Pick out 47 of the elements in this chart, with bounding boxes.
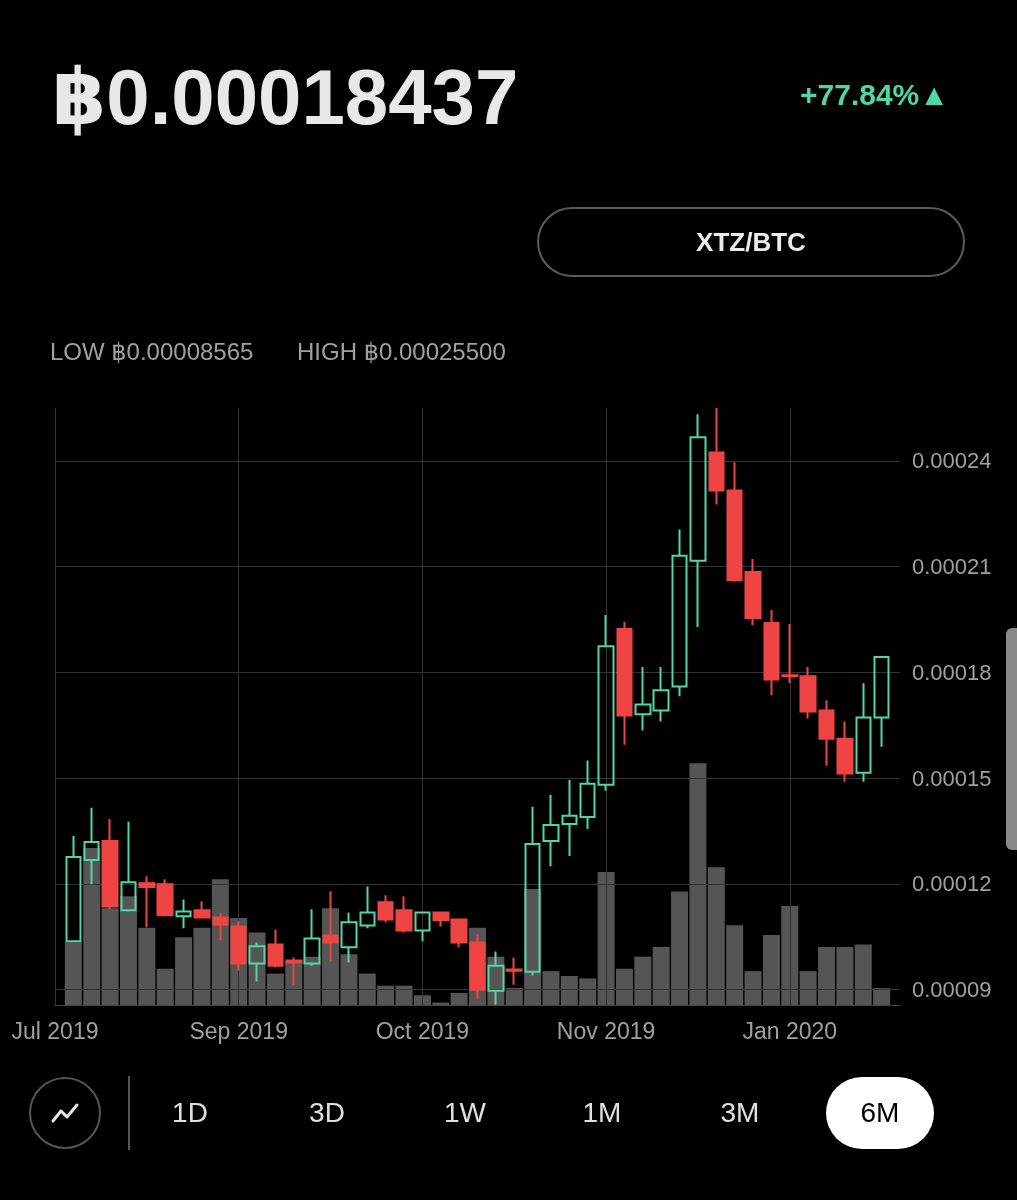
candlestick	[763, 609, 780, 697]
text: 1D	[171, 1096, 209, 1130]
candlestick	[561, 778, 578, 858]
text: +77.84%▲	[800, 78, 949, 112]
text: 3M	[719, 1096, 761, 1130]
candlestick	[579, 759, 596, 830]
x-tick-label: Jan 2020	[742, 1017, 838, 1044]
chart-title: ฿0.00018437	[52, 52, 519, 143]
text: HIGH ฿0.00025500	[297, 338, 506, 366]
y-tick-label: 0.00024	[912, 448, 992, 474]
candlestick	[855, 682, 872, 783]
y-tick-label: 0.00018	[912, 659, 992, 685]
x-tick-label: Oct 2019	[375, 1017, 470, 1044]
text: LOW ฿0.00008565	[50, 338, 254, 366]
candlestick	[708, 407, 725, 506]
candlestick	[65, 834, 82, 943]
candlestick	[377, 894, 394, 924]
text: XTZ/BTC	[537, 207, 965, 277]
candlestick	[359, 885, 376, 930]
candlestick	[873, 655, 890, 748]
candlestick	[836, 720, 854, 783]
text: 6M	[826, 1077, 934, 1149]
x-tick-label: Nov 2019	[556, 1017, 656, 1044]
candlestick	[818, 699, 835, 767]
y-tick-label: 0.00009	[912, 977, 992, 1003]
x-tick-label: Jul 2019	[11, 1017, 99, 1044]
candlestick	[212, 912, 229, 942]
candlestick	[726, 461, 743, 583]
candlestick	[175, 898, 192, 930]
candlestick	[689, 413, 707, 628]
text: 3D	[308, 1096, 346, 1130]
candlestick	[193, 900, 211, 919]
text: 1M	[581, 1096, 623, 1130]
y-tick-label: 0.00021	[912, 554, 992, 580]
candlestick	[414, 911, 431, 943]
y-tick-label: 0.00012	[912, 871, 992, 897]
candlestick	[597, 613, 615, 792]
candlestick	[744, 557, 762, 627]
x-tick-label: Sep 2019	[189, 1017, 288, 1044]
candlestick	[542, 793, 560, 868]
candlestick	[671, 528, 688, 698]
candlestick	[267, 928, 284, 969]
y-tick-label: 0.00015	[912, 765, 992, 791]
candlestick	[395, 895, 413, 934]
candlestick	[505, 956, 523, 986]
candlestick	[616, 620, 633, 746]
text: 1W	[443, 1096, 487, 1130]
